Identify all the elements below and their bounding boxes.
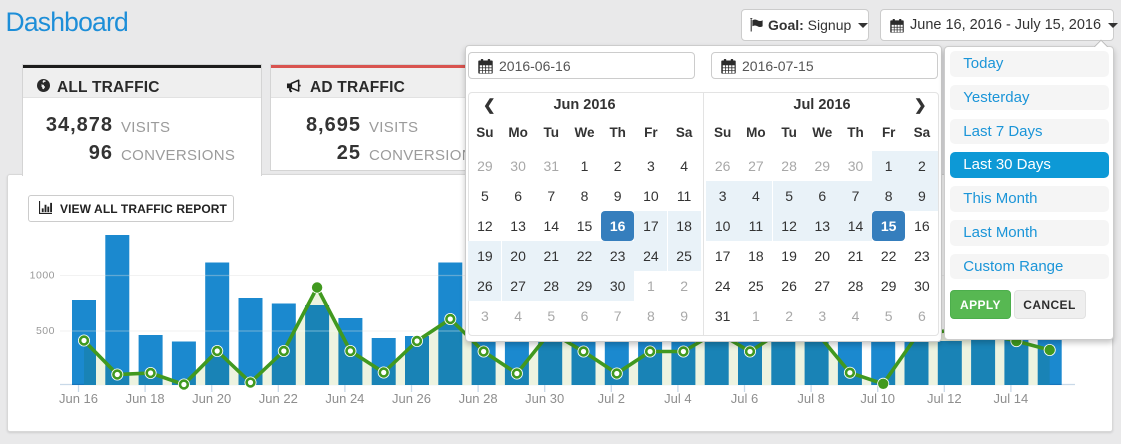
svg-text:Jun 16: Jun 16 (59, 391, 98, 406)
svg-text:1000: 1000 (30, 270, 55, 282)
svg-text:Jun 18: Jun 18 (126, 391, 165, 406)
svg-text:Jul 2: Jul 2 (598, 391, 625, 406)
svg-text:Jul 10: Jul 10 (860, 391, 895, 406)
svg-text:Jun 30: Jun 30 (525, 391, 564, 406)
svg-text:Jun 20: Jun 20 (192, 391, 231, 406)
svg-text:Jun 26: Jun 26 (392, 391, 431, 406)
svg-text:Jun 24: Jun 24 (325, 391, 364, 406)
svg-text:500: 500 (36, 325, 55, 337)
svg-text:Jun 22: Jun 22 (259, 391, 298, 406)
svg-text:Jun 28: Jun 28 (459, 391, 498, 406)
svg-text:Jul 4: Jul 4 (664, 391, 691, 406)
svg-text:Jul 12: Jul 12 (927, 391, 962, 406)
svg-text:Jul 14: Jul 14 (994, 391, 1029, 406)
svg-text:Jul 8: Jul 8 (797, 391, 824, 406)
svg-text:Jul 6: Jul 6 (731, 391, 758, 406)
